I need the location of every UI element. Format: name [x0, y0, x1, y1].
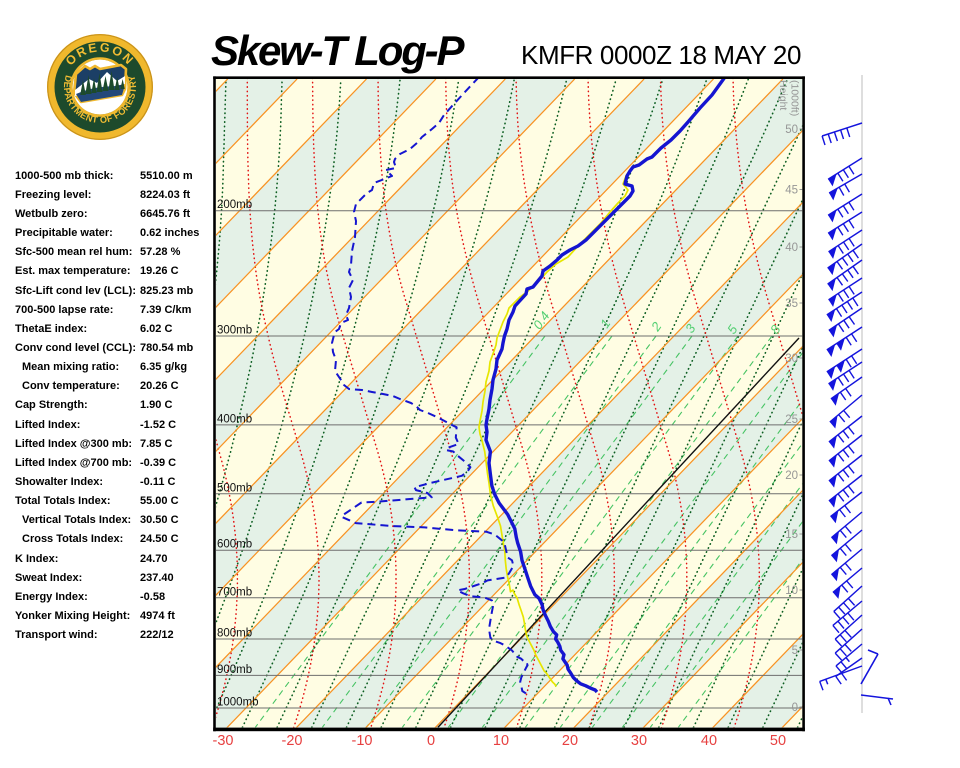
- svg-text:35: 35: [785, 298, 798, 310]
- svg-text:-10: -10: [352, 733, 373, 749]
- svg-text:50: 50: [770, 733, 786, 749]
- svg-text:30: 30: [785, 353, 798, 365]
- svg-text:Height: Height: [777, 80, 789, 110]
- svg-text:40: 40: [701, 733, 717, 749]
- svg-text:15: 15: [785, 529, 798, 541]
- svg-text:300mb: 300mb: [217, 325, 252, 337]
- svg-text:50: 50: [785, 124, 798, 136]
- svg-text:1000mb: 1000mb: [217, 697, 259, 709]
- svg-text:30: 30: [631, 733, 647, 749]
- svg-text:40: 40: [785, 242, 798, 254]
- svg-text:5: 5: [792, 645, 798, 657]
- svg-text:25: 25: [785, 414, 798, 426]
- svg-text:0: 0: [792, 702, 798, 714]
- svg-text:600mb: 600mb: [217, 539, 252, 551]
- svg-text:500mb: 500mb: [217, 482, 252, 494]
- svg-text:0: 0: [427, 733, 435, 749]
- svg-text:-30: -30: [213, 733, 234, 749]
- svg-text:20: 20: [562, 733, 578, 749]
- svg-text:700mb: 700mb: [217, 586, 252, 598]
- svg-text:10: 10: [493, 733, 509, 749]
- svg-text:10: 10: [785, 585, 798, 597]
- svg-text:(1000ft): (1000ft): [789, 80, 801, 116]
- svg-text:45: 45: [785, 185, 798, 197]
- svg-text:200mb: 200mb: [217, 199, 252, 211]
- svg-text:20: 20: [785, 470, 798, 482]
- svg-text:-20: -20: [282, 733, 303, 749]
- svg-text:400mb: 400mb: [217, 413, 252, 425]
- svg-text:800mb: 800mb: [217, 628, 252, 640]
- svg-text:900mb: 900mb: [217, 664, 252, 676]
